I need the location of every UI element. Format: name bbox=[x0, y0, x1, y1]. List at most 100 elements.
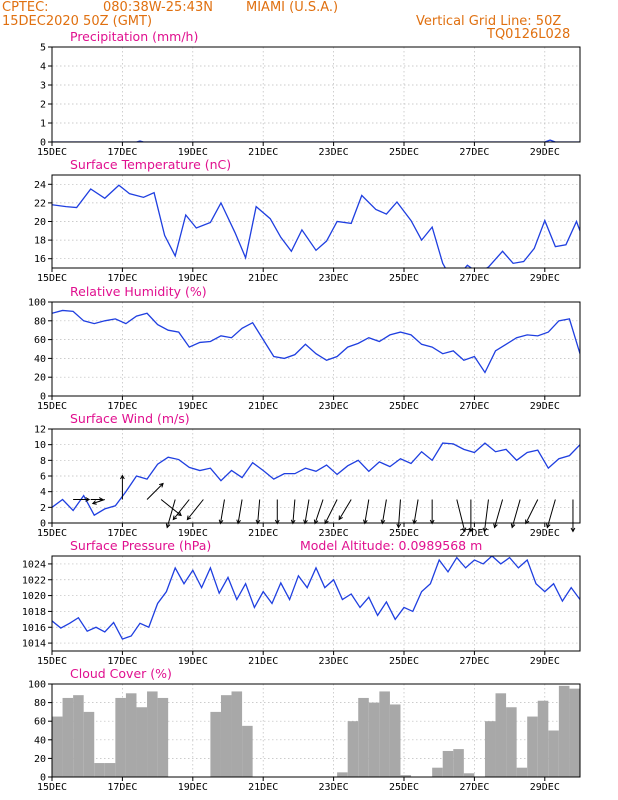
y-tick-label: 20 bbox=[34, 217, 46, 228]
y-tick-label: 100 bbox=[28, 298, 46, 309]
x-tick-label: 17DEC bbox=[107, 147, 137, 158]
wind-arrow-head bbox=[172, 515, 178, 521]
y-tick-label: 18 bbox=[34, 236, 46, 247]
x-tick-label: 25DEC bbox=[389, 656, 419, 667]
y-tick-label: 24 bbox=[34, 180, 46, 191]
y-tick-label: 1016 bbox=[22, 623, 46, 634]
x-tick-label: 19DEC bbox=[178, 528, 208, 539]
surface-temperature-title: Surface Temperature (nC) bbox=[70, 157, 231, 172]
wind-arrow-head bbox=[482, 527, 488, 533]
cloud-bar bbox=[62, 697, 74, 777]
surface-wind-line bbox=[52, 442, 580, 517]
x-tick-label: 25DEC bbox=[389, 147, 419, 158]
x-tick-label: 25DEC bbox=[389, 528, 419, 539]
header-run-datetime: 15DEC2020 50Z (GMT) bbox=[2, 14, 152, 29]
cloud-bar bbox=[516, 767, 528, 777]
header-grid-note: Vertical Grid Line: 50Z bbox=[416, 14, 561, 29]
relative-humidity-panel: 0 20 40 60 80 100 15DEC 17DEC 19DEC 21DEC 23DEC 25D… bbox=[28, 284, 581, 412]
wind-arrow bbox=[338, 499, 352, 520]
wind-arrow-head bbox=[338, 515, 343, 521]
x-tick-label: 17DEC bbox=[107, 273, 137, 284]
x-tick-label: 23DEC bbox=[319, 782, 349, 793]
y-tick-label: 60 bbox=[34, 335, 46, 346]
surface-temperature-line bbox=[52, 184, 580, 268]
x-tick-label: 15DEC bbox=[37, 401, 67, 412]
wind-arrow bbox=[324, 499, 338, 524]
y-tick-label: 0 bbox=[40, 773, 46, 784]
x-tick-label: 21DEC bbox=[248, 147, 278, 158]
x-tick-label: 21DEC bbox=[248, 782, 278, 793]
cloud-bar bbox=[83, 711, 95, 777]
y-tick-label: 20 bbox=[34, 754, 46, 765]
x-tick-label: 27DEC bbox=[459, 147, 489, 158]
x-tick-label: 23DEC bbox=[319, 147, 349, 158]
cloud-bar bbox=[136, 707, 148, 777]
y-tick-label: 80 bbox=[34, 316, 46, 327]
x-tick-label: 19DEC bbox=[178, 147, 208, 158]
x-tick-label: 15DEC bbox=[37, 147, 67, 158]
x-tick-label: 15DEC bbox=[37, 656, 67, 667]
cloud-bar bbox=[231, 691, 243, 777]
wind-arrow-head bbox=[461, 527, 467, 533]
y-tick-label: 5 bbox=[40, 43, 46, 54]
surface-pressure-panel: 1014 1016 1018 1020 1022 1024 15DEC 17DEC 19DEC 2… bbox=[22, 538, 581, 667]
wind-arrow-head bbox=[177, 511, 182, 517]
y-tick-label: 80 bbox=[34, 698, 46, 709]
cloud-bar bbox=[157, 697, 169, 777]
y-tick-label: 1024 bbox=[22, 559, 46, 570]
cloud-bar bbox=[94, 763, 105, 777]
y-tick-label: 1022 bbox=[22, 575, 46, 586]
y-tick-label: 60 bbox=[34, 717, 46, 728]
x-tick-label: 23DEC bbox=[319, 273, 349, 284]
cloud-bar bbox=[389, 704, 401, 777]
cloud-bar bbox=[242, 725, 253, 777]
x-tick-label: 19DEC bbox=[178, 656, 208, 667]
cloud-bar bbox=[506, 707, 517, 777]
x-tick-label: 29DEC bbox=[530, 656, 560, 667]
y-tick-label: 2 bbox=[40, 100, 46, 111]
x-tick-label: 19DEC bbox=[178, 782, 208, 793]
y-tick-label: 4 bbox=[40, 62, 46, 73]
x-tick-label: 23DEC bbox=[319, 656, 349, 667]
wind-arrow bbox=[364, 499, 370, 524]
cloud-bar bbox=[368, 702, 380, 777]
cloud-bar bbox=[220, 695, 232, 777]
cloud-bar bbox=[558, 685, 570, 777]
x-tick-label: 29DEC bbox=[530, 782, 560, 793]
wind-arrow-head bbox=[159, 482, 164, 488]
wind-arrow bbox=[292, 499, 296, 524]
x-tick-label: 21DEC bbox=[248, 273, 278, 284]
y-tick-label: 40 bbox=[34, 354, 46, 365]
cloud-bar bbox=[337, 772, 348, 777]
x-tick-label: 29DEC bbox=[530, 147, 560, 158]
precipitation-panel: 0 1 2 3 4 5 15DEC 17DEC 19DEC 21DEC 23DEC 25DEC 27DE… bbox=[37, 29, 581, 158]
y-tick-label: 10 bbox=[34, 440, 46, 451]
cloud-bar bbox=[442, 750, 454, 777]
cloud-bar bbox=[548, 730, 559, 777]
y-tick-label: 22 bbox=[34, 198, 46, 209]
wind-arrow bbox=[456, 499, 466, 532]
y-tick-label: 1 bbox=[40, 119, 46, 130]
wind-arrow-head bbox=[165, 523, 171, 529]
header-city: MIAMI (U.S.A.) bbox=[246, 0, 338, 15]
y-tick-label: 40 bbox=[34, 735, 46, 746]
x-tick-label: 17DEC bbox=[107, 782, 137, 793]
x-tick-label: 29DEC bbox=[530, 528, 560, 539]
wind-arrow bbox=[146, 483, 164, 500]
cloud-bar bbox=[52, 716, 63, 777]
surface-temperature-panel: 16 18 20 22 24 15DEC 17DEC 19DEC 21DEC 23DEC 25DEC… bbox=[34, 157, 581, 284]
cloud-bar bbox=[147, 691, 158, 777]
y-tick-label: 100 bbox=[28, 680, 46, 691]
x-tick-label: 17DEC bbox=[107, 401, 137, 412]
cloud-cover-panel: 0 20 40 60 80 100 15DEC 17DEC 19DEC 21DEC 23DEC 25D… bbox=[28, 666, 581, 793]
x-tick-label: 21DEC bbox=[248, 656, 278, 667]
wind-arrow-head bbox=[545, 523, 551, 529]
x-tick-label: 29DEC bbox=[530, 401, 560, 412]
relative-humidity-title: Relative Humidity (%) bbox=[70, 284, 207, 299]
y-tick-label: 1020 bbox=[22, 591, 46, 602]
wind-arrow-head bbox=[186, 515, 192, 521]
x-tick-label: 17DEC bbox=[107, 656, 137, 667]
wind-arrow bbox=[92, 499, 105, 504]
x-tick-label: 21DEC bbox=[248, 528, 278, 539]
wind-arrow-head bbox=[570, 527, 576, 533]
